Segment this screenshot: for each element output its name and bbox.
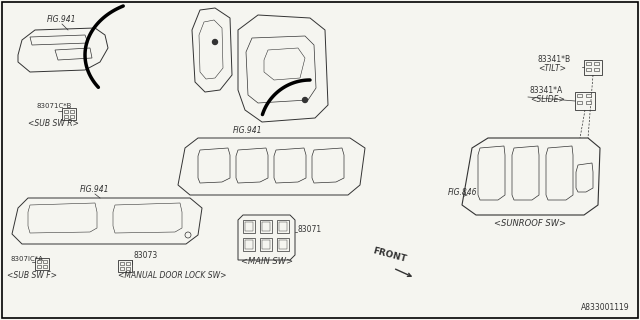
Polygon shape xyxy=(243,238,255,251)
Text: FIG.941: FIG.941 xyxy=(80,185,109,194)
Polygon shape xyxy=(594,68,599,71)
Polygon shape xyxy=(274,148,306,183)
Polygon shape xyxy=(594,62,599,65)
Text: 83073: 83073 xyxy=(133,251,157,260)
Polygon shape xyxy=(12,198,202,244)
Polygon shape xyxy=(55,48,92,60)
Polygon shape xyxy=(462,138,600,215)
Polygon shape xyxy=(243,220,255,233)
Polygon shape xyxy=(64,115,68,118)
Polygon shape xyxy=(43,265,47,268)
Text: <TILT>: <TILT> xyxy=(538,64,566,73)
Circle shape xyxy=(185,232,191,238)
Circle shape xyxy=(303,98,307,102)
Text: 83071C*B: 83071C*B xyxy=(36,103,72,109)
Polygon shape xyxy=(277,238,289,251)
Polygon shape xyxy=(30,35,88,45)
Polygon shape xyxy=(126,267,130,270)
Polygon shape xyxy=(279,222,287,231)
Polygon shape xyxy=(277,220,289,233)
Polygon shape xyxy=(245,222,253,231)
Text: <SUB SW R>: <SUB SW R> xyxy=(28,119,79,128)
Polygon shape xyxy=(70,115,74,118)
Polygon shape xyxy=(113,203,182,233)
Polygon shape xyxy=(312,148,344,183)
Polygon shape xyxy=(478,146,505,200)
Polygon shape xyxy=(512,146,539,200)
Polygon shape xyxy=(245,240,253,249)
Circle shape xyxy=(212,39,218,44)
Polygon shape xyxy=(64,110,68,113)
Polygon shape xyxy=(260,238,272,251)
Polygon shape xyxy=(37,265,41,268)
Polygon shape xyxy=(576,163,593,192)
Polygon shape xyxy=(577,101,582,104)
Text: <SUNROOF SW>: <SUNROOF SW> xyxy=(494,219,566,228)
Polygon shape xyxy=(262,240,270,249)
Polygon shape xyxy=(118,260,132,272)
Polygon shape xyxy=(62,108,76,120)
Polygon shape xyxy=(178,138,365,195)
Polygon shape xyxy=(43,260,47,263)
Text: <MANUAL DOOR LOCK SW>: <MANUAL DOOR LOCK SW> xyxy=(118,271,227,280)
Polygon shape xyxy=(575,92,595,110)
Polygon shape xyxy=(236,148,268,183)
Text: A833001119: A833001119 xyxy=(581,303,630,312)
Polygon shape xyxy=(246,36,316,103)
Text: FIG.941: FIG.941 xyxy=(47,15,77,24)
Polygon shape xyxy=(586,62,591,65)
Text: <SLIDE>: <SLIDE> xyxy=(530,95,565,104)
Text: <SUB SW F>: <SUB SW F> xyxy=(7,271,57,280)
Text: 83071: 83071 xyxy=(297,225,321,234)
Text: 83341*B: 83341*B xyxy=(538,55,571,64)
Polygon shape xyxy=(28,203,97,233)
Polygon shape xyxy=(35,258,49,270)
Polygon shape xyxy=(198,148,230,183)
Polygon shape xyxy=(586,101,591,104)
Polygon shape xyxy=(586,94,591,97)
Text: <MAIN SW>: <MAIN SW> xyxy=(241,257,293,266)
Polygon shape xyxy=(37,260,41,263)
Polygon shape xyxy=(262,222,270,231)
Polygon shape xyxy=(199,20,223,79)
Polygon shape xyxy=(120,267,124,270)
Polygon shape xyxy=(120,262,124,265)
Polygon shape xyxy=(586,68,591,71)
Text: FIG.846: FIG.846 xyxy=(448,188,477,197)
Polygon shape xyxy=(238,15,328,122)
Text: 8307IC*A: 8307IC*A xyxy=(10,256,43,262)
Polygon shape xyxy=(279,240,287,249)
Polygon shape xyxy=(577,94,582,97)
Polygon shape xyxy=(584,60,602,75)
Polygon shape xyxy=(264,48,305,80)
Polygon shape xyxy=(238,215,295,260)
Polygon shape xyxy=(70,110,74,113)
Text: FRONT: FRONT xyxy=(372,246,408,264)
Text: FIG.941: FIG.941 xyxy=(233,126,263,135)
Polygon shape xyxy=(126,262,130,265)
Polygon shape xyxy=(260,220,272,233)
Polygon shape xyxy=(18,28,108,72)
Polygon shape xyxy=(192,8,232,92)
Text: 83341*A: 83341*A xyxy=(530,86,563,95)
Polygon shape xyxy=(546,146,573,200)
